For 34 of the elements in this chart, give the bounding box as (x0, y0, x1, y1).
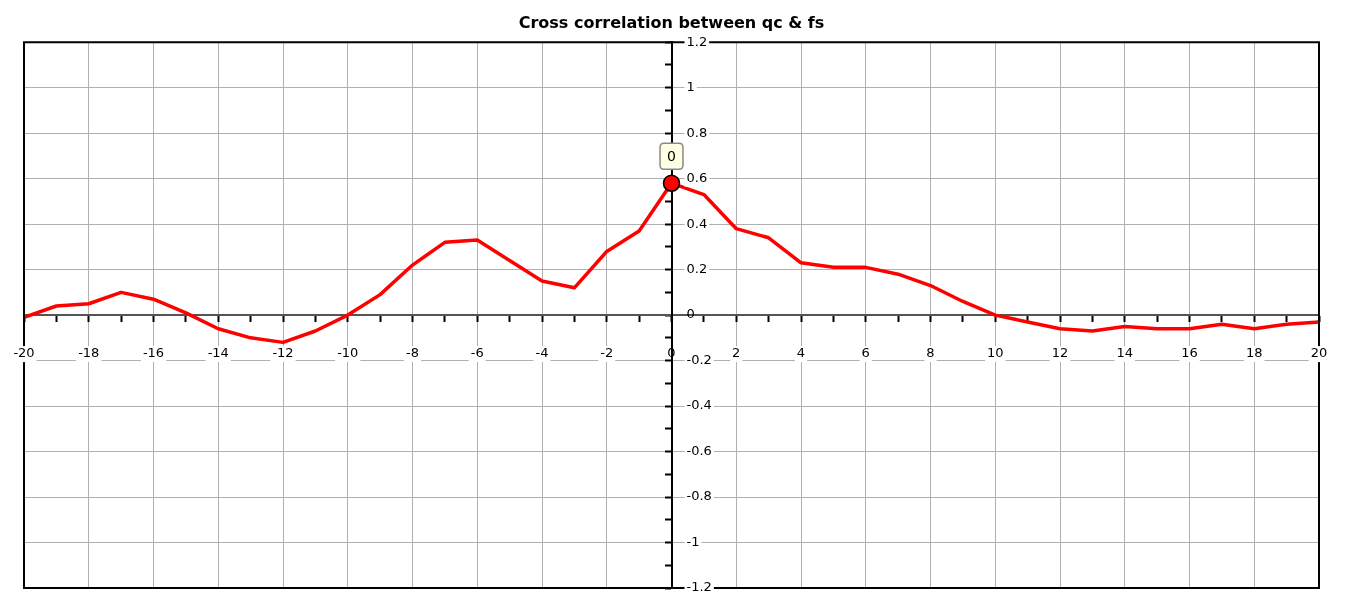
x-tick-label: -14 (207, 345, 229, 361)
x-tick-label: 14 (1116, 345, 1134, 361)
y-tick-label: 1 (686, 79, 695, 95)
x-tick-label: -12 (272, 345, 294, 361)
x-tick-label: 10 (986, 345, 1004, 361)
x-tick-label: -8 (406, 345, 419, 361)
x-tick-label: -6 (470, 345, 484, 361)
x-tick-label: -16 (142, 345, 165, 361)
y-tick-label: -0.4 (686, 397, 712, 413)
y-tick-label: 0.8 (686, 124, 708, 140)
x-tick-label: 12 (1051, 345, 1069, 361)
y-tick-label: 0.2 (686, 260, 708, 276)
x-tick-label: 8 (926, 345, 935, 361)
annotation: 0 (667, 147, 676, 164)
chart-title: Cross correlation between qc & fs (518, 12, 825, 32)
x-tick-label: -10 (337, 345, 359, 361)
x-tick-label: 6 (861, 345, 870, 361)
y-tick-label: 0.6 (686, 170, 708, 186)
x-tick-label: 20 (1310, 345, 1328, 361)
x-tick-label: 16 (1181, 345, 1198, 361)
y-tick-label: -1.2 (686, 579, 712, 595)
y-tick-label: -0.2 (686, 351, 712, 367)
y-tick-label: -0.8 (686, 488, 712, 504)
x-tick-label: 4 (796, 345, 806, 361)
x-tick-label: -2 (600, 345, 614, 361)
y-tick-label: 0.4 (686, 215, 708, 231)
x-tick-label: -18 (78, 345, 100, 361)
x-tick-label: -20 (13, 345, 35, 361)
y-tick-label: -1 (686, 533, 700, 549)
x-tick-label: -4 (535, 345, 549, 361)
y-tick-label: 1.2 (686, 33, 708, 49)
y-tick-label: -0.6 (686, 442, 712, 458)
x-tick-label: 2 (732, 345, 741, 361)
x-tick-label: 18 (1245, 345, 1263, 361)
